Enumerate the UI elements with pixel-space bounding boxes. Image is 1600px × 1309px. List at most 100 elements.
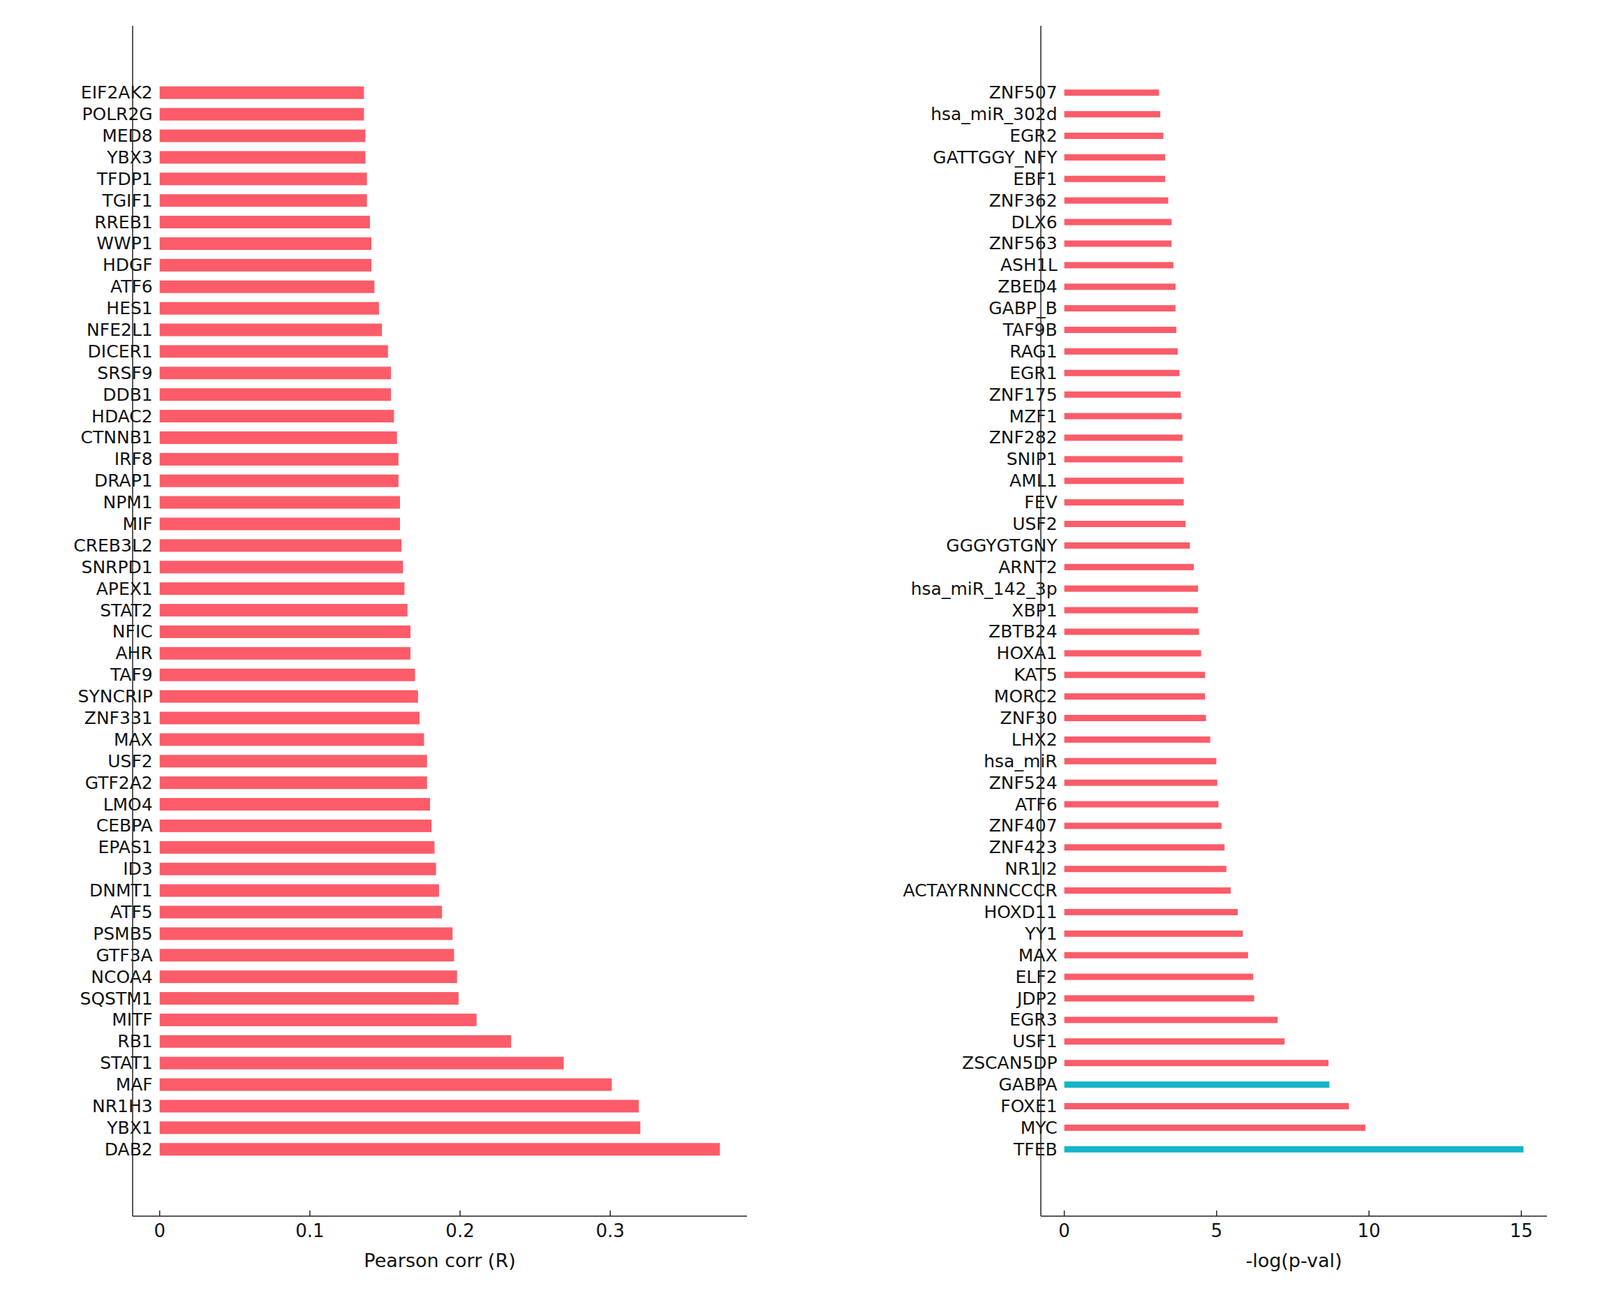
bar <box>1064 542 1191 549</box>
bar <box>1064 779 1218 787</box>
category-label: TGIF1 <box>101 190 153 211</box>
bar <box>1064 197 1169 204</box>
bars <box>1064 89 1524 1152</box>
bar <box>159 776 428 789</box>
x-tick <box>159 1210 161 1217</box>
bar <box>159 819 432 833</box>
category-label: DLX6 <box>1010 212 1057 233</box>
x-tick-label: 10 <box>1357 1220 1381 1242</box>
bar <box>159 711 420 724</box>
category-label: GTF3A <box>96 945 153 966</box>
bar <box>159 862 437 876</box>
bar <box>1064 520 1187 528</box>
category-label: TAF9 <box>109 664 153 685</box>
category-label: PSMB5 <box>92 923 153 944</box>
x-tick <box>609 1210 611 1217</box>
category-label: LHX2 <box>1011 729 1058 750</box>
bar <box>1064 89 1160 96</box>
y-axis <box>131 25 134 1217</box>
category-label: ZNF507 <box>989 82 1058 103</box>
bar <box>159 647 411 660</box>
category-label: USF2 <box>107 751 153 772</box>
bar <box>159 194 368 207</box>
category-label: HDGF <box>102 254 153 276</box>
category-label: TAF9B <box>1002 319 1058 340</box>
x-tick-label: 0.1 <box>295 1220 324 1242</box>
category-label: SQSTM1 <box>80 988 153 1009</box>
x-axis <box>132 1215 747 1217</box>
category-label: MYC <box>1020 1117 1058 1138</box>
category-label: ZSCAN5DP <box>961 1052 1058 1073</box>
bar <box>159 431 398 444</box>
category-label: HOXD11 <box>984 901 1058 923</box>
figure: EIF2AK2POLR2GMED8YBX3TFDP1TGIF1RREB1WWP1… <box>0 0 1600 1309</box>
category-label: STAT1 <box>99 1052 153 1073</box>
bar <box>1064 1124 1366 1131</box>
category-label: LMO4 <box>103 794 153 815</box>
bar <box>1064 736 1211 743</box>
category-label: ZNF282 <box>989 427 1058 448</box>
category-label: hsa_miR <box>983 751 1057 772</box>
x-tick-label: 0 <box>153 1220 166 1242</box>
bar <box>159 754 428 768</box>
category-label: HES1 <box>106 298 153 319</box>
bar <box>159 129 366 143</box>
category-label: ZNF331 <box>84 707 153 729</box>
bar <box>159 1056 565 1070</box>
category-label: YBX3 <box>106 147 153 168</box>
bar <box>159 1013 477 1027</box>
bar <box>1064 1038 1286 1045</box>
category-label: TFEB <box>1012 1139 1058 1160</box>
category-label: NCOA4 <box>90 966 153 988</box>
bar <box>159 215 370 229</box>
category-label: ZNF175 <box>989 384 1058 405</box>
y-axis <box>1040 25 1042 1217</box>
bar <box>1064 1059 1329 1066</box>
category-label: RAG1 <box>1009 341 1057 362</box>
bar <box>159 258 372 272</box>
category-label: ELF2 <box>1015 966 1058 988</box>
bar <box>159 582 405 595</box>
bar <box>1064 1146 1524 1153</box>
category-label: WWP1 <box>96 233 153 254</box>
x-tick <box>1521 1210 1523 1217</box>
bar <box>1064 628 1200 635</box>
category-label: RREB1 <box>94 212 153 233</box>
category-label: CEBPA <box>96 815 153 836</box>
category-label: MZF1 <box>1009 406 1058 427</box>
bar <box>159 280 375 294</box>
bar <box>159 927 454 940</box>
bar <box>159 1078 613 1092</box>
category-label: DDB1 <box>102 384 153 405</box>
category-label: ACTAYRNNNCCCR <box>903 880 1058 901</box>
x-tick <box>1063 1210 1066 1217</box>
category-label: ZNF30 <box>1000 707 1058 729</box>
bar <box>159 1099 639 1113</box>
x-tick-label: 0.3 <box>596 1220 625 1242</box>
bar <box>159 409 395 423</box>
bar <box>1064 413 1182 420</box>
bar <box>159 1121 641 1134</box>
bar <box>159 948 455 962</box>
category-label: SNIP1 <box>1006 448 1058 470</box>
category-label: TFDP1 <box>96 168 153 190</box>
category-label: ZBTB24 <box>988 621 1058 642</box>
bar <box>159 690 419 703</box>
category-label: ZNF563 <box>989 233 1058 254</box>
category-label: hsa_miR_302d <box>930 104 1057 125</box>
bar <box>159 86 365 100</box>
bar <box>1064 283 1176 290</box>
bar <box>1064 110 1161 118</box>
bar <box>1064 714 1207 722</box>
bar <box>1064 973 1254 981</box>
bar <box>1064 908 1238 916</box>
bar <box>159 453 399 466</box>
bar <box>1064 693 1206 700</box>
bar <box>159 538 402 552</box>
category-label: MAF <box>115 1074 153 1095</box>
category-label: MAX <box>1018 945 1058 966</box>
bar <box>159 625 411 639</box>
bar <box>159 560 404 574</box>
category-label: USF1 <box>1012 1031 1057 1052</box>
x-tick <box>1368 1210 1370 1217</box>
